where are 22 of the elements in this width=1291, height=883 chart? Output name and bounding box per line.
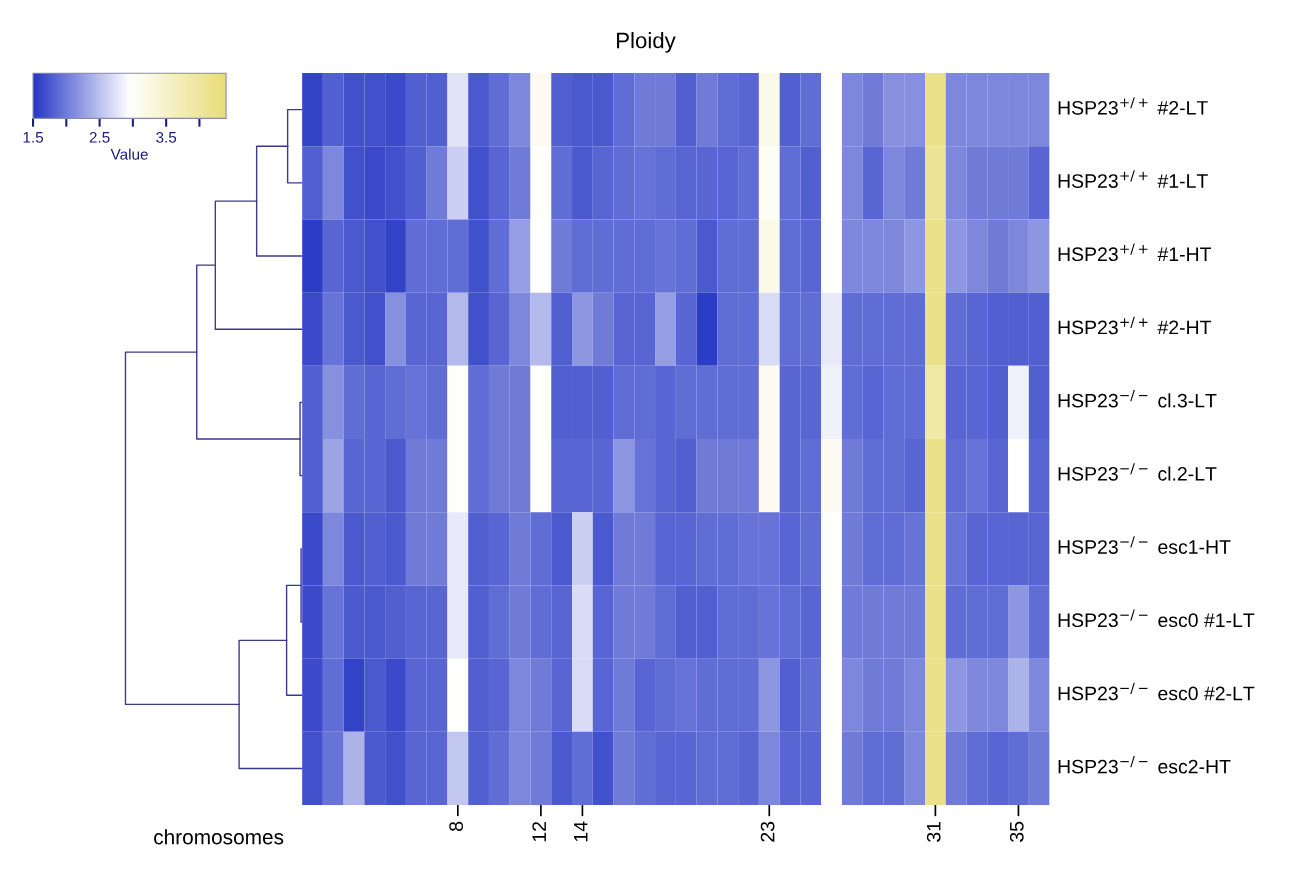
y-tick-label: HSP23$^{−/−}$ esc0 #1-LT <box>1058 609 1255 628</box>
x-tick-label: 31 <box>926 821 941 842</box>
y-tick-label: HSP23$^{+/+}$ #2-LT <box>1058 97 1208 115</box>
color-bar-title: Value <box>110 148 148 160</box>
y-tick-label: HSP23$^{−/−}$ esc2-HT <box>1058 755 1231 774</box>
y-tick-label: HSP23$^{−/−}$ cl.3-LT <box>1058 389 1217 408</box>
x-tick-label: 23 <box>760 821 775 842</box>
y-tick-label: HSP23$^{−/−}$ cl.2-LT <box>1058 463 1217 481</box>
x-tick-label: 35 <box>1009 821 1024 842</box>
y-tick-label: HSP23$^{+/+}$ #2-HT <box>1058 316 1212 335</box>
x-tick-label: 8 <box>449 821 464 831</box>
x-axis-title: chromosomes <box>154 829 284 845</box>
chart-title: Ploidy <box>617 32 676 53</box>
x-tick-label: 14 <box>574 821 588 842</box>
color-bar-label: 1.5 <box>23 132 44 143</box>
y-tick-label: HSP23$^{−/−}$ esc1-HT <box>1058 536 1231 554</box>
color-bar-label: 3.5 <box>156 131 177 143</box>
x-tick-label: 12 <box>532 821 546 842</box>
y-tick-label: HSP23$^{−/−}$ esc0 #2-LT <box>1058 682 1255 701</box>
color-bar-label: 2.5 <box>89 131 110 143</box>
y-tick-label: HSP23$^{+/+}$ #1-LT <box>1058 170 1208 188</box>
y-tick-label: HSP23$^{+/+}$ #1-HT <box>1058 243 1212 262</box>
